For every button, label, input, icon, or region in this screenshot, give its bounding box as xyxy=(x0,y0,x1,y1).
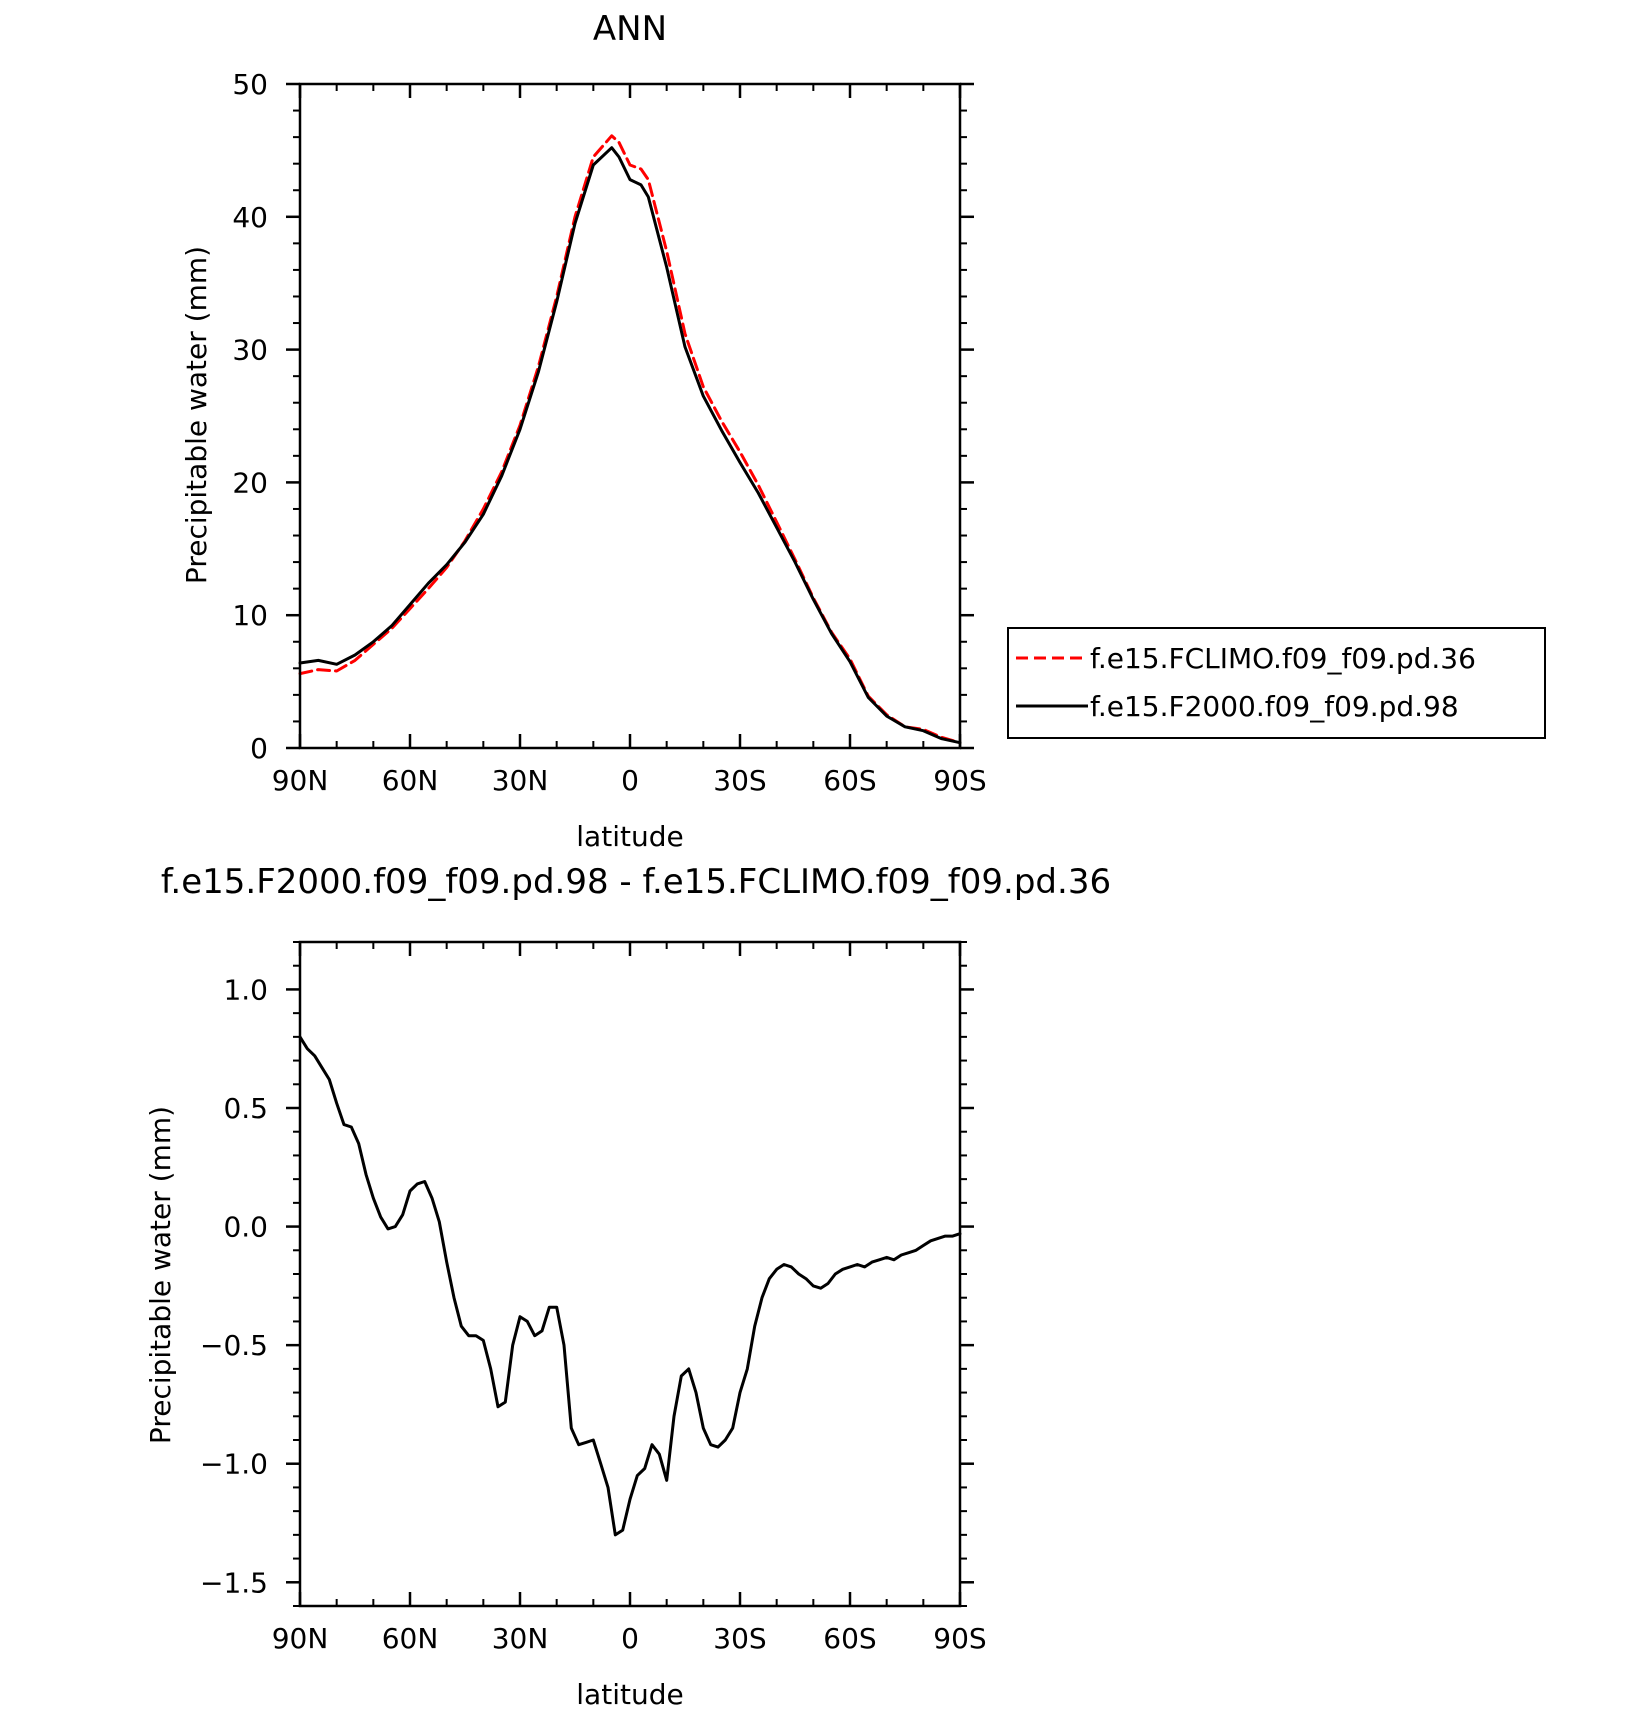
legend-box xyxy=(1007,627,1546,739)
top-y-tick-label: 0 xyxy=(250,732,268,765)
top-x-tick-label: 60S xyxy=(823,764,876,797)
bottom-x-tick-label: 30S xyxy=(713,1622,766,1655)
top-x-tick-label: 30S xyxy=(713,764,766,797)
bottom-x-tick-label: 90N xyxy=(272,1622,329,1655)
bottom-y-axis-title: Precipitable water (mm) xyxy=(144,1106,177,1444)
legend: f.e15.FCLIMO.f09_f09.pd.36 f.e15.F2000.f… xyxy=(1007,627,1546,739)
bottom-x-axis-title: latitude xyxy=(576,1678,683,1711)
bottom-x-tick-label: 90S xyxy=(933,1622,986,1655)
bottom-y-tick-label: −1.0 xyxy=(200,1448,268,1481)
bottom-y-tick-label: 1.0 xyxy=(223,973,268,1006)
top-y-tick-label: 50 xyxy=(232,68,268,101)
bottom-x-tick-label: 30N xyxy=(492,1622,549,1655)
legend-label-series-2: f.e15.F2000.f09_f09.pd.98 xyxy=(1090,690,1459,723)
bottom-panel-title: f.e15.F2000.f09_f09.pd.98 - f.e15.FCLIMO… xyxy=(161,862,1111,902)
top-x-tick-label: 60N xyxy=(382,764,439,797)
bottom-series-line-1 xyxy=(298,1035,962,1537)
bottom-y-tick-label: 0.0 xyxy=(223,1211,268,1244)
top-y-tick-label: 40 xyxy=(232,201,268,234)
bottom-y-tick-label: −0.5 xyxy=(200,1329,268,1362)
top-y-tick-label: 10 xyxy=(232,599,268,632)
top-plot-frame xyxy=(298,82,962,750)
top-panel: ANN 90N 60N 30N 0 30S 60S 90S 0 10 20 30 40 50 latit… xyxy=(180,9,1546,853)
top-series-line-2 xyxy=(298,146,962,745)
top-panel-title: ANN xyxy=(593,9,667,49)
top-x-tick-label: 90N xyxy=(272,764,329,797)
bottom-x-tick-label: 60N xyxy=(382,1622,439,1655)
bottom-y-tick-label: 0.5 xyxy=(223,1092,268,1125)
bottom-plot-frame xyxy=(298,940,962,1608)
top-y-tick-label: 30 xyxy=(232,334,268,367)
bottom-panel: f.e15.F2000.f09_f09.pd.98 - f.e15.FCLIMO… xyxy=(144,862,1111,1711)
bottom-y-tick-label: −1.5 xyxy=(200,1566,268,1599)
top-y-axis-title: Precipitable water (mm) xyxy=(180,246,213,584)
top-x-tick-label: 30N xyxy=(492,764,549,797)
bottom-x-tick-label: 0 xyxy=(621,1622,639,1655)
bottom-x-tick-label: 60S xyxy=(823,1622,876,1655)
top-x-tick-label: 0 xyxy=(621,764,639,797)
top-x-axis-title: latitude xyxy=(576,820,683,853)
legend-label-series-1: f.e15.FCLIMO.f09_f09.pd.36 xyxy=(1090,642,1476,675)
top-y-tick-label: 20 xyxy=(232,466,268,499)
top-x-tick-label: 90S xyxy=(933,764,986,797)
top-series-line-1 xyxy=(298,134,962,745)
